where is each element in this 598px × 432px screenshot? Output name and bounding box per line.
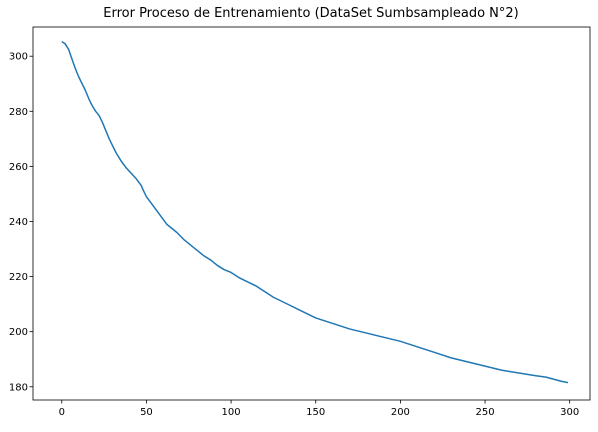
x-tick-label-200: 200 xyxy=(391,407,410,418)
x-tick-label-250: 250 xyxy=(475,407,494,418)
y-tick-label-180: 180 xyxy=(9,382,28,393)
x-tick-label-50: 50 xyxy=(140,407,153,418)
y-tick-label-220: 220 xyxy=(9,272,28,283)
x-tick-label-0: 0 xyxy=(59,407,65,418)
y-tick-label-260: 260 xyxy=(9,162,28,173)
x-tick-label-300: 300 xyxy=(560,407,579,418)
chart-title: Error Proceso de Entrenamiento (DataSet … xyxy=(103,6,518,21)
y-tick-label-300: 300 xyxy=(9,52,28,63)
y-tick-label-200: 200 xyxy=(9,327,28,338)
plot-frame xyxy=(32,26,591,401)
x-tick-label-150: 150 xyxy=(306,407,325,418)
x-tick-label-100: 100 xyxy=(222,407,241,418)
y-tick-label-280: 280 xyxy=(9,107,28,118)
y-tick-label-240: 240 xyxy=(9,217,28,228)
series-line-0 xyxy=(61,40,569,384)
